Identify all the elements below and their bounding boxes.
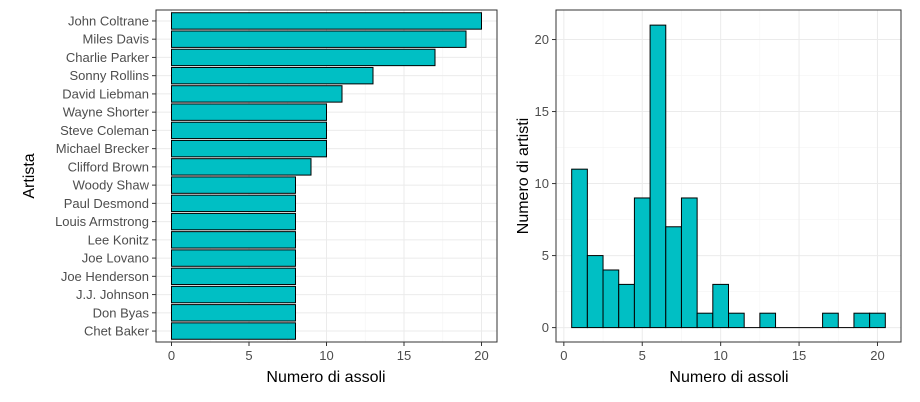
histogram-bars xyxy=(571,24,886,329)
bar-chart-bar xyxy=(171,48,436,67)
bar-chart-y-tick-label: Lee Konitz xyxy=(88,232,149,247)
bar-chart-panel: John Coltrane Miles Davis Charlie Parker So… xyxy=(21,9,498,386)
bar-chart-bar xyxy=(171,231,296,249)
bar-chart-x-tick-label: 20 xyxy=(474,348,488,363)
bar-chart-bar xyxy=(171,249,296,267)
bar-chart-y-tick-label: Clifford Brown xyxy=(68,159,149,174)
histogram-y-tick-label: 15 xyxy=(535,104,549,119)
histogram-bar xyxy=(822,312,839,329)
histogram-panel: 0 5 10 15 20 0 5 10 15 20 Numero di assoli Numer… xyxy=(515,9,902,386)
bar-chart-y-tick-label: John Coltrane xyxy=(68,13,149,28)
histogram-x-axis-title: Numero di assoli xyxy=(669,369,788,386)
bar-chart-bar xyxy=(171,12,482,30)
histogram-bar xyxy=(618,283,635,329)
bar-chart-y-tick-label: Joe Lovano xyxy=(82,251,149,266)
histogram-x-ticks: 0 5 10 15 20 xyxy=(560,342,885,363)
histogram-y-tick-label: 10 xyxy=(535,176,549,191)
bar-chart-bar xyxy=(171,267,296,286)
histogram-y-axis-title: Numero di artisti xyxy=(515,118,532,234)
bar-chart-x-ticks: 0 5 10 15 20 xyxy=(168,342,489,363)
histogram-x-tick-label: 10 xyxy=(713,348,727,363)
bar-chart-y-axis-title: Artista xyxy=(21,153,38,198)
histogram-y-tick-label: 0 xyxy=(542,320,549,335)
bar-chart-y-tick-label: Sonny Rollins xyxy=(70,68,150,83)
histogram-x-tick-label: 20 xyxy=(870,348,884,363)
bar-chart-y-tick-label: J.J. Johnson xyxy=(76,287,149,302)
histogram-y-ticks: 0 5 10 15 20 xyxy=(535,32,556,335)
bar-chart-bars xyxy=(171,12,482,340)
bar-chart-bar xyxy=(171,121,327,140)
bar-chart-bar xyxy=(171,212,296,231)
bar-chart-bar xyxy=(171,285,296,304)
bar-chart-y-tick-label: Michael Brecker xyxy=(56,141,150,156)
bar-chart-y-tick-label: Charlie Parker xyxy=(66,50,150,65)
histogram-bar xyxy=(649,24,667,329)
histogram-bar xyxy=(712,283,729,329)
bar-chart-y-tick-label: Louis Armstrong xyxy=(55,214,149,229)
histogram-bar xyxy=(853,312,871,329)
bar-chart-y-tick-label: Wayne Shorter xyxy=(63,105,150,120)
bar-chart-bar xyxy=(171,304,296,322)
histogram-y-tick-label: 20 xyxy=(535,32,549,47)
histogram-x-tick-label: 0 xyxy=(560,348,567,363)
bar-chart-bar xyxy=(171,85,343,103)
bar-chart-y-tick-label: Chet Baker xyxy=(84,324,150,339)
bar-chart-bar xyxy=(171,158,312,176)
histogram-bar xyxy=(571,168,588,329)
histogram-y-tick-label: 5 xyxy=(542,248,549,263)
histogram-border xyxy=(555,9,902,343)
bar-chart-y-tick-label: Miles Davis xyxy=(83,32,150,47)
histogram-x-tick-label: 15 xyxy=(792,348,806,363)
histogram-bar xyxy=(665,226,682,329)
bar-chart-bar xyxy=(171,194,296,213)
bar-chart-x-tick-label: 10 xyxy=(319,348,333,363)
bar-chart-x-axis-title: Numero di assoli xyxy=(266,369,385,386)
bar-chart-x-tick-label: 15 xyxy=(397,348,411,363)
bar-chart-y-tick-label: Joe Henderson xyxy=(61,269,149,284)
histogram-bar xyxy=(728,312,745,329)
bar-chart-y-tick-label: Woody Shaw xyxy=(73,178,150,193)
bar-chart-bar xyxy=(171,103,327,121)
bar-chart-y-tick-label: Paul Desmond xyxy=(64,196,149,211)
histogram-bar xyxy=(602,269,620,329)
bar-chart-bar xyxy=(171,66,374,85)
bar-chart-bar xyxy=(171,30,467,48)
histogram-bar xyxy=(633,197,651,329)
bar-chart-bar xyxy=(171,322,296,340)
bar-chart-bar xyxy=(171,176,296,194)
bar-chart-y-tick-label: David Liebman xyxy=(62,86,149,101)
bar-chart-y-tick-label: Steve Coleman xyxy=(60,123,149,138)
bar-chart-y-tick-label: Don Byas xyxy=(93,305,150,320)
bar-chart-bar xyxy=(171,139,327,158)
bar-chart-y-ticks: John Coltrane Miles Davis Charlie Parker So… xyxy=(55,13,156,339)
bar-chart-x-tick-label: 0 xyxy=(168,348,175,363)
histogram-bar xyxy=(680,197,698,329)
bar-chart-x-tick-label: 5 xyxy=(245,348,252,363)
histogram-bar xyxy=(759,312,777,329)
histogram-x-tick-label: 5 xyxy=(639,348,646,363)
histogram-bar xyxy=(869,312,886,329)
histogram-bar xyxy=(586,255,604,329)
histogram-bar xyxy=(696,312,714,329)
